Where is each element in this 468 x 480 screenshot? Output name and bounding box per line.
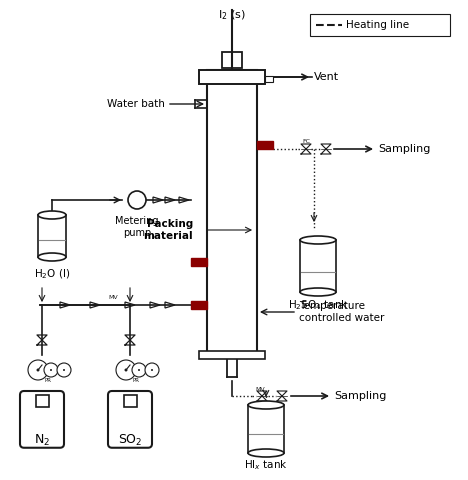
Bar — [199, 351, 265, 359]
Bar — [237, 240, 246, 260]
Bar — [207, 70, 257, 355]
Bar — [227, 240, 237, 260]
Bar — [237, 260, 246, 280]
Text: Packing
material: Packing material — [143, 219, 193, 241]
Bar — [209, 200, 218, 220]
Bar — [246, 240, 255, 260]
Text: I$_2$ (s): I$_2$ (s) — [218, 8, 246, 22]
Circle shape — [138, 369, 140, 371]
Text: HI$_x$ tank: HI$_x$ tank — [244, 458, 288, 472]
Text: Metering
pump: Metering pump — [115, 216, 159, 238]
Circle shape — [145, 363, 159, 377]
Circle shape — [37, 369, 39, 372]
Circle shape — [151, 369, 153, 371]
Text: Sampling: Sampling — [334, 391, 387, 401]
Circle shape — [116, 360, 136, 380]
Text: H$_2$O (l): H$_2$O (l) — [34, 267, 70, 281]
Text: Sampling: Sampling — [378, 144, 431, 154]
Bar — [124, 395, 137, 407]
Circle shape — [132, 363, 146, 377]
Bar — [310, 14, 450, 36]
Ellipse shape — [38, 253, 66, 261]
Ellipse shape — [248, 449, 284, 457]
Bar — [257, 141, 273, 149]
Circle shape — [124, 369, 127, 372]
Ellipse shape — [38, 211, 66, 219]
Ellipse shape — [300, 236, 336, 244]
Bar — [209, 220, 218, 240]
Bar — [218, 200, 227, 220]
Ellipse shape — [248, 401, 284, 409]
Text: Temperature
controlled water: Temperature controlled water — [299, 301, 384, 323]
Bar — [237, 200, 246, 220]
Text: H$_2$SO$_4$ tank: H$_2$SO$_4$ tank — [287, 298, 349, 312]
Text: MV: MV — [108, 295, 118, 300]
Bar — [227, 280, 237, 300]
FancyBboxPatch shape — [20, 391, 64, 448]
Bar — [38, 215, 66, 257]
Text: Vent: Vent — [314, 72, 339, 82]
Circle shape — [50, 369, 52, 371]
Bar — [227, 180, 237, 200]
Circle shape — [63, 369, 65, 371]
FancyBboxPatch shape — [108, 391, 152, 448]
Bar — [248, 405, 284, 453]
Text: PR: PR — [44, 378, 51, 383]
Bar — [227, 200, 237, 220]
Bar — [237, 180, 246, 200]
Bar — [246, 180, 255, 200]
Bar — [246, 200, 255, 220]
Bar — [199, 70, 265, 84]
Text: Heating line: Heating line — [346, 20, 409, 30]
Bar — [218, 220, 227, 240]
Bar — [218, 180, 227, 200]
Text: N$_2$: N$_2$ — [34, 432, 50, 447]
Bar — [237, 280, 246, 300]
Text: Water bath: Water bath — [107, 99, 165, 109]
Circle shape — [128, 191, 146, 209]
Text: FC: FC — [302, 139, 310, 144]
Bar — [300, 240, 336, 292]
Bar — [191, 258, 207, 266]
Circle shape — [28, 360, 48, 380]
Bar — [222, 52, 242, 68]
Bar — [246, 260, 255, 280]
Bar — [191, 301, 207, 309]
Bar — [246, 220, 255, 240]
Bar — [301, 272, 335, 290]
Bar — [265, 76, 273, 82]
Bar — [218, 240, 227, 260]
Bar — [237, 220, 246, 240]
Bar — [246, 280, 255, 300]
Bar — [36, 395, 49, 407]
Bar — [249, 434, 283, 451]
Bar — [209, 260, 218, 280]
Bar — [218, 280, 227, 300]
Bar — [218, 260, 227, 280]
Text: MV: MV — [255, 387, 265, 392]
Text: PR: PR — [132, 378, 139, 383]
Bar — [209, 180, 218, 200]
Text: SO$_2$: SO$_2$ — [118, 432, 142, 447]
Ellipse shape — [300, 288, 336, 296]
Bar — [39, 240, 65, 255]
Circle shape — [44, 363, 58, 377]
Bar — [209, 240, 218, 260]
Bar — [227, 260, 237, 280]
Bar — [227, 220, 237, 240]
Circle shape — [57, 363, 71, 377]
Bar — [209, 280, 218, 300]
